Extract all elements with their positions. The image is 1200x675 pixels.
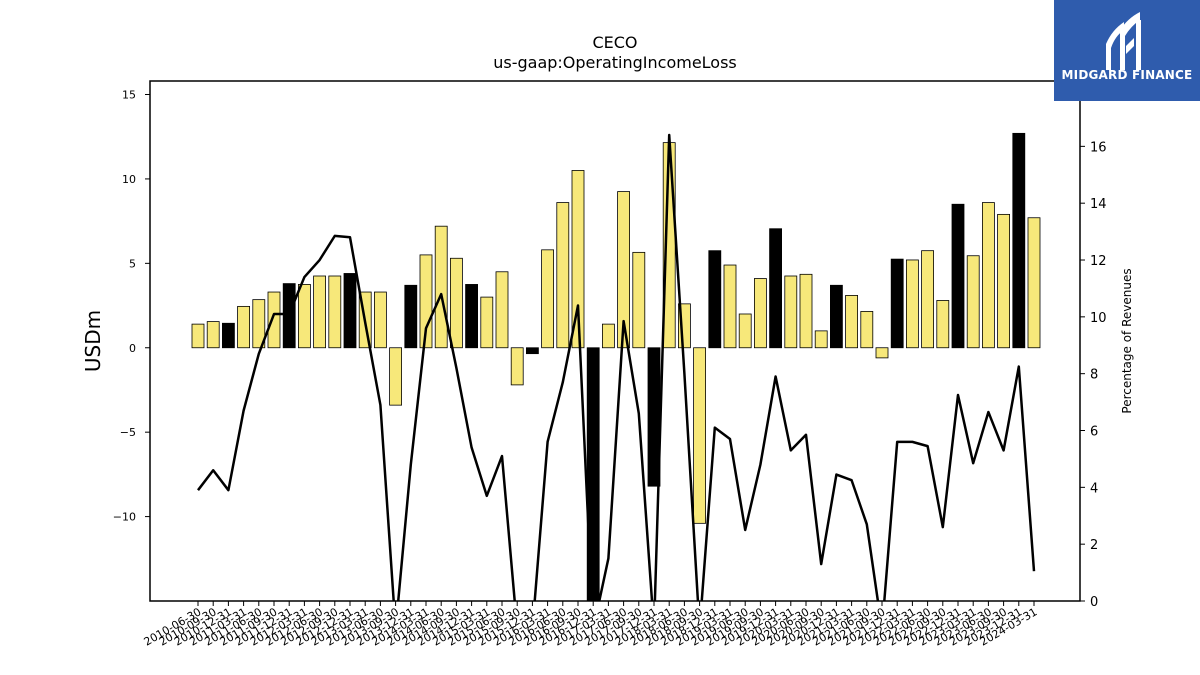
bar (556, 202, 570, 349)
plot-frame (149, 80, 1081, 602)
bar (784, 275, 798, 349)
y2-tick-label: 2 (1090, 538, 1098, 553)
bar (237, 305, 251, 349)
bar (480, 296, 494, 349)
bar (221, 322, 235, 349)
bar (313, 275, 327, 349)
bar (389, 347, 403, 406)
bar (799, 273, 813, 349)
brand-name: MIDGARD FINANCE (1061, 68, 1193, 82)
bar (708, 250, 722, 349)
bar (343, 273, 357, 349)
y-tick-label: −10 (113, 511, 136, 524)
y2-tick-label: 16 (1090, 140, 1107, 155)
y2-tick-label: 6 (1090, 425, 1098, 440)
y2-tick-label: 8 (1090, 368, 1098, 383)
bar (526, 347, 539, 355)
y-axis-ticks: −10 −5 0 5 10 15 (113, 89, 150, 524)
bar (890, 258, 904, 349)
bar (1027, 217, 1041, 349)
y-tick-label: 10 (122, 173, 136, 186)
bar (738, 313, 752, 349)
bar-series (191, 132, 1041, 601)
y-axis-label: USDm (81, 310, 105, 372)
bar (617, 191, 630, 349)
chart-title: CECO (592, 33, 637, 52)
midgard-logo-icon (1106, 12, 1141, 70)
bar (860, 311, 874, 349)
bar (632, 251, 646, 349)
y2-tick-label: 14 (1090, 197, 1107, 212)
bar (510, 347, 524, 386)
bar (373, 291, 387, 349)
bar (936, 300, 950, 349)
bar (693, 347, 706, 524)
bar (495, 271, 509, 349)
bar (297, 284, 311, 349)
y2-axis-ticks: 0 2 4 6 8 10 12 14 16 (1080, 140, 1107, 610)
bar (282, 283, 296, 349)
bar (921, 250, 934, 349)
bar (997, 213, 1010, 349)
bar (191, 323, 205, 349)
bar (966, 255, 980, 349)
bar (845, 295, 858, 349)
y-tick-label: −5 (120, 426, 136, 439)
bar (404, 284, 418, 349)
bar (267, 291, 281, 349)
line-series (197, 133, 1036, 601)
bar (541, 249, 554, 349)
bar (571, 170, 585, 349)
brand-logo: MIDGARD FINANCE (1054, 0, 1200, 101)
bar (434, 225, 448, 349)
bar (1012, 132, 1026, 349)
y2-tick-label: 12 (1090, 254, 1107, 269)
bar (602, 323, 615, 349)
bar (206, 321, 220, 349)
bar (906, 259, 919, 349)
bar (875, 347, 889, 359)
y-tick-label: 0 (129, 342, 136, 355)
y2-axis-label: Percentage of Revenues (1120, 268, 1134, 413)
y2-tick-label: 10 (1090, 311, 1107, 326)
bar (754, 278, 767, 349)
chart-subtitle: us-gaap:OperatingIncomeLoss (493, 53, 737, 72)
bar (830, 284, 843, 349)
bar (465, 284, 479, 349)
x-axis-ticks: 2010-06-302010-09-302010-12-312011-03-31… (142, 601, 1040, 649)
bar (982, 202, 995, 349)
y2-tick-label: 0 (1090, 595, 1098, 610)
bar (586, 347, 600, 601)
y-tick-label: 15 (122, 89, 136, 102)
bar (723, 264, 737, 349)
bar (951, 203, 965, 349)
y2-tick-label: 4 (1090, 481, 1098, 496)
bar (328, 275, 342, 349)
percentage-line (197, 133, 1036, 601)
bar (769, 228, 782, 349)
bar (814, 330, 828, 349)
bar (449, 257, 463, 349)
y-tick-label: 5 (129, 257, 136, 270)
bar (252, 299, 266, 349)
